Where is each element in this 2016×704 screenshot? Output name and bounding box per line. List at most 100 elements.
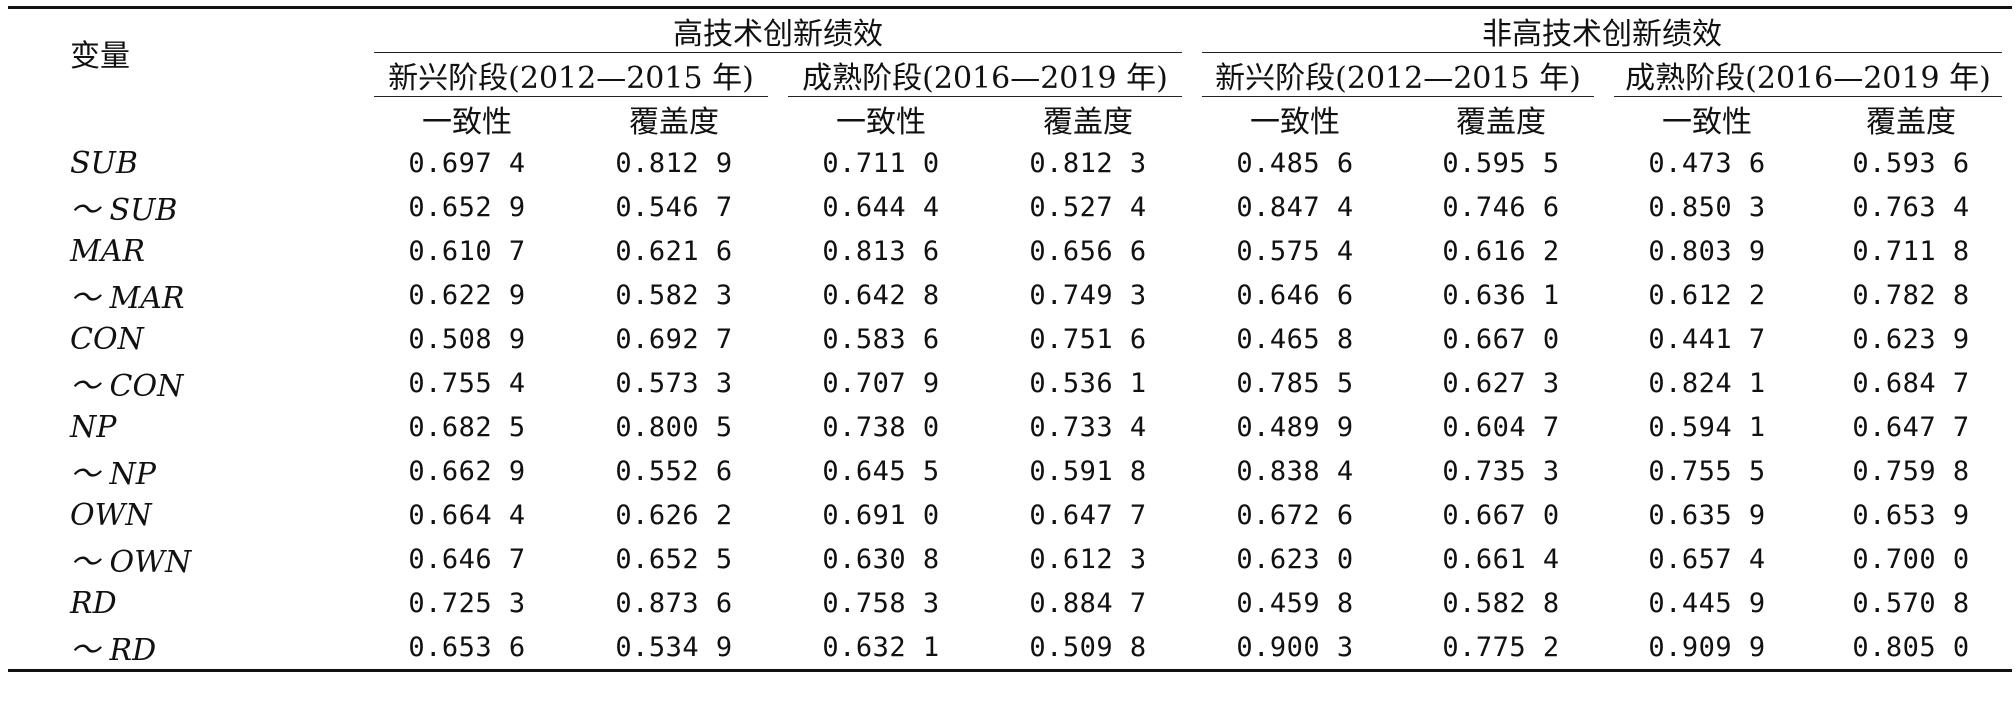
table-cell: 0.733 4	[1029, 411, 1147, 443]
table-cell: 0.847 4	[1236, 191, 1354, 223]
group-header-non-high-tech: 非高技术创新绩效	[1192, 6, 2012, 54]
table-cell: 0.653 9	[1852, 499, 1970, 531]
table-cell: 0.763 4	[1852, 191, 1970, 223]
table-cell: 0.755 5	[1648, 455, 1766, 487]
table-cell: 0.672 6	[1236, 499, 1354, 531]
table-cell: 0.630 8	[822, 543, 940, 575]
table-cell: 0.582 3	[615, 279, 733, 311]
table-cell: 0.711 0	[822, 147, 940, 179]
table-cell: 0.473 6	[1648, 147, 1766, 179]
table-cell: 0.636 1	[1442, 279, 1560, 311]
table-cell: 0.692 7	[615, 323, 733, 355]
table-row: SUB 0.697 4 0.812 9 0.711 0 0.812 3 0.485 6 0.…	[8, 141, 2012, 185]
variable-header: 变量	[8, 6, 364, 97]
table-cell: 0.652 9	[408, 191, 526, 223]
table-cell: 0.642 8	[822, 279, 940, 311]
table-body: SUB 0.697 4 0.812 9 0.711 0 0.812 3 0.485 6 0.…	[8, 141, 2012, 672]
table-cell: 0.759 8	[1852, 455, 1970, 487]
table-cell: 0.508 9	[408, 323, 526, 355]
metric-header-empty	[8, 97, 364, 141]
table-header: 变量 高技术创新绩效 非高技术创新绩效 新兴阶段(2012—2015 年) 成熟…	[8, 6, 2012, 142]
row-label: ～ MAR	[70, 281, 185, 316]
stage-header-mature: 成熟阶段(2016—2019 年)	[778, 53, 1192, 97]
table-cell: 0.459 8	[1236, 587, 1354, 619]
row-label: MAR	[70, 233, 145, 269]
row-label: SUB	[70, 145, 138, 181]
row-label: ～ SUB	[70, 193, 178, 228]
metric-header-coverage: 覆盖度	[1043, 105, 1133, 140]
table-cell: 0.664 4	[408, 499, 526, 531]
row-label: OWN	[70, 497, 152, 533]
table-cell: 0.594 1	[1648, 411, 1766, 443]
table-cell: 0.623 0	[1236, 543, 1354, 575]
table-row: NP 0.682 5 0.800 5 0.738 0 0.733 4 0.489 9 0.6…	[8, 405, 2012, 449]
table-cell: 0.622 9	[408, 279, 526, 311]
table-cell: 0.684 7	[1852, 367, 1970, 399]
table-row: ～ OWN 0.646 7 0.652 5 0.630 8 0.612 3 0.623 0…	[8, 537, 2012, 581]
results-table: 变量 高技术创新绩效 非高技术创新绩效 新兴阶段(2012—2015 年) 成熟…	[8, 6, 2012, 672]
table-cell: 0.884 7	[1029, 587, 1147, 619]
table-cell: 0.591 8	[1029, 455, 1147, 487]
row-label: CON	[70, 321, 144, 357]
stage-header-emerging: 新兴阶段(2012—2015 年)	[364, 53, 778, 97]
metric-header-coverage: 覆盖度	[1866, 105, 1956, 140]
table-cell: 0.782 8	[1852, 279, 1970, 311]
row-label: ～ NP	[70, 457, 156, 492]
table-row: ～ MAR 0.622 9 0.582 3 0.642 8 0.749 3 0.646 6…	[8, 273, 2012, 317]
table-cell: 0.604 7	[1442, 411, 1560, 443]
table-cell: 0.509 8	[984, 625, 1192, 672]
table-cell: 0.645 5	[822, 455, 940, 487]
table-cell: 0.582 8	[1442, 587, 1560, 619]
table-cell: 0.656 6	[1029, 235, 1147, 267]
metric-header-consistency: 一致性	[1662, 105, 1752, 140]
row-label: ～ RD	[8, 625, 364, 672]
metric-header-coverage: 覆盖度	[629, 105, 719, 140]
table-cell: 0.593 6	[1852, 147, 1970, 179]
table-cell: 0.652 5	[615, 543, 733, 575]
table-cell: 0.812 9	[615, 147, 733, 179]
table-cell: 0.653 6	[364, 625, 570, 672]
table-cell: 0.546 7	[615, 191, 733, 223]
table-cell: 0.738 0	[822, 411, 940, 443]
table-cell: 0.751 6	[1029, 323, 1147, 355]
table-cell: 0.662 9	[408, 455, 526, 487]
table-row: ～ SUB 0.652 9 0.546 7 0.644 4 0.527 4 0.847 4…	[8, 185, 2012, 229]
table-row: OWN 0.664 4 0.626 2 0.691 0 0.647 7 0.672 6 0.…	[8, 493, 2012, 537]
row-label: NP	[70, 409, 117, 445]
table-cell: 0.583 6	[822, 323, 940, 355]
table-cell: 0.735 3	[1442, 455, 1560, 487]
table-cell: 0.711 8	[1852, 235, 1970, 267]
table-cell: 0.626 2	[615, 499, 733, 531]
table-cell: 0.700 0	[1852, 543, 1970, 575]
table-cell: 0.595 5	[1442, 147, 1560, 179]
table-cell: 0.909 9	[1604, 625, 1810, 672]
table-cell: 0.805 0	[1810, 625, 2012, 672]
metric-header-consistency: 一致性	[1250, 105, 1340, 140]
table-cell: 0.635 9	[1648, 499, 1766, 531]
table-cell: 0.803 9	[1648, 235, 1766, 267]
table-cell: 0.813 6	[822, 235, 940, 267]
table-cell: 0.785 5	[1236, 367, 1354, 399]
table-cell: 0.612 2	[1648, 279, 1766, 311]
table-cell: 0.644 4	[822, 191, 940, 223]
table-cell: 0.527 4	[1029, 191, 1147, 223]
table-cell: 0.667 0	[1442, 499, 1560, 531]
table-cell: 0.824 1	[1648, 367, 1766, 399]
table-cell: 0.534 9	[570, 625, 778, 672]
metric-header-consistency: 一致性	[836, 105, 926, 140]
table-cell: 0.775 2	[1398, 625, 1604, 672]
table-row: MAR 0.610 7 0.621 6 0.813 6 0.656 6 0.575 4 0.…	[8, 229, 2012, 273]
table-cell: 0.900 3	[1192, 625, 1398, 672]
table-cell: 0.667 0	[1442, 323, 1560, 355]
table-cell: 0.691 0	[822, 499, 940, 531]
table-cell: 0.800 5	[615, 411, 733, 443]
table-cell: 0.850 3	[1648, 191, 1766, 223]
stage-header-emerging: 新兴阶段(2012—2015 年)	[1192, 53, 1604, 97]
table-cell: 0.552 6	[615, 455, 733, 487]
row-label: ～ CON	[70, 369, 184, 404]
table-cell: 0.873 6	[615, 587, 733, 619]
table-cell: 0.647 7	[1029, 499, 1147, 531]
table-cell: 0.621 6	[615, 235, 733, 267]
table-cell: 0.627 3	[1442, 367, 1560, 399]
